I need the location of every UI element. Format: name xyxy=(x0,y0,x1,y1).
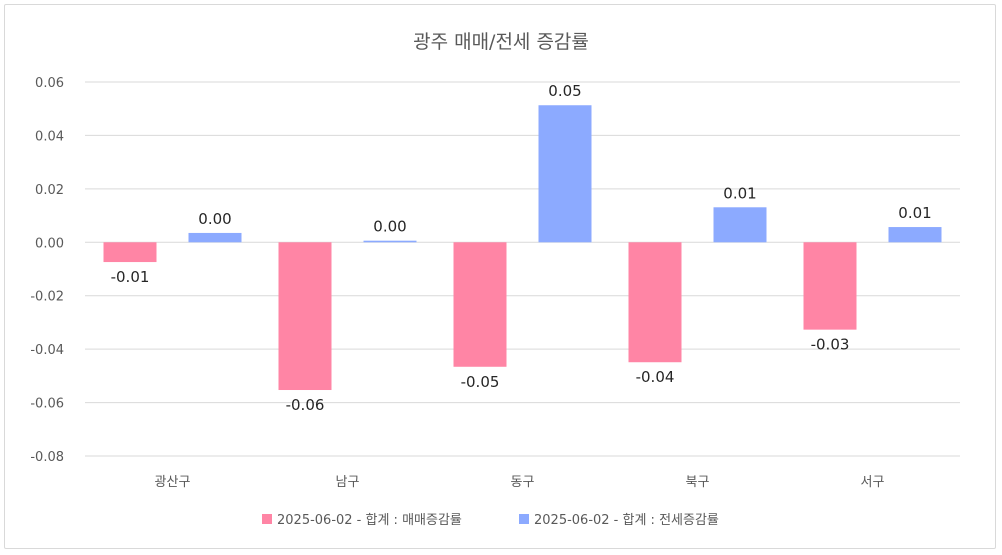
legend-swatch xyxy=(519,514,529,524)
chart-title: 광주 매매/전세 증감률 xyxy=(413,31,589,53)
data-label: 0.00 xyxy=(373,218,406,236)
bar-jeonse-4 xyxy=(888,227,942,243)
y-tick-label: -0.04 xyxy=(30,343,64,358)
y-axis: 0.06 0.04 0.02 0.00 -0.02 -0.04 -0.06 -0.08 xyxy=(30,76,64,465)
legend-entry: 2025-06-02 - 합계 : 매매증감률 xyxy=(277,513,462,528)
x-axis: 광산구 남구 동구 북구 서구 xyxy=(155,475,885,490)
x-tick-label: 광산구 xyxy=(155,475,191,490)
y-tick-label: 0.04 xyxy=(35,129,64,144)
bar-jeonse-0 xyxy=(188,232,242,243)
legend-entry: 2025-06-02 - 합계 : 전세증감률 xyxy=(534,513,719,528)
bars xyxy=(103,105,942,391)
x-tick-label: 남구 xyxy=(336,475,360,490)
y-tick-label: -0.06 xyxy=(30,397,64,412)
bar-jeonse-1 xyxy=(363,240,417,243)
data-labels: -0.01 -0.06 -0.05 -0.04 -0.03 0.00 0.00 0.05 0.0… xyxy=(111,82,932,414)
data-label: -0.03 xyxy=(811,336,850,354)
legend-swatch xyxy=(262,514,272,524)
data-label: -0.04 xyxy=(636,368,675,386)
data-label: 0.00 xyxy=(198,210,231,228)
bar-sale-1 xyxy=(278,242,332,391)
data-label: 0.01 xyxy=(723,184,756,202)
x-tick-label: 서구 xyxy=(861,475,885,490)
x-tick-label: 북구 xyxy=(686,475,710,490)
legend: 2025-06-02 - 합계 : 매매증감률 2025-06-02 - 합계 :… xyxy=(262,513,719,528)
bar-sale-4 xyxy=(803,242,857,330)
bar-sale-2 xyxy=(453,242,507,367)
y-tick-label: 0.02 xyxy=(35,183,64,198)
y-tick-label: -0.08 xyxy=(30,450,64,465)
y-tick-label: 0.06 xyxy=(35,76,64,91)
x-tick-label: 동구 xyxy=(511,475,535,490)
bar-sale-0 xyxy=(103,242,157,263)
bar-jeonse-3 xyxy=(713,207,767,243)
data-label: -0.05 xyxy=(461,373,500,391)
y-tick-label: 0.00 xyxy=(35,236,64,251)
y-tick-label: -0.02 xyxy=(30,290,64,305)
bar-jeonse-2 xyxy=(538,105,592,243)
data-label: 0.01 xyxy=(898,204,931,222)
data-label: -0.06 xyxy=(286,396,325,414)
data-label: -0.01 xyxy=(111,268,150,286)
data-label: 0.05 xyxy=(548,82,581,100)
bar-sale-3 xyxy=(628,242,682,363)
gridlines xyxy=(85,81,960,457)
